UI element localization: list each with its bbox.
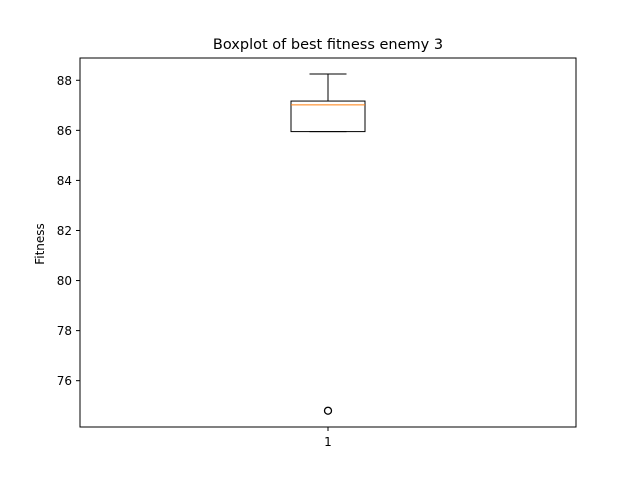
- y-tick-label: 80: [57, 274, 72, 288]
- y-tick-label: 78: [57, 324, 72, 338]
- outlier-point: [323, 406, 333, 415]
- box-iqr: [290, 100, 366, 133]
- y-tick-label: 82: [57, 224, 72, 238]
- y-axis-label: Fitness: [33, 223, 47, 265]
- chart-title: Boxplot of best fitness enemy 3: [213, 37, 443, 53]
- y-tick-label: 76: [57, 374, 72, 388]
- y-tick-label: 88: [57, 74, 72, 88]
- y-tick-label: 86: [57, 124, 72, 138]
- plot-area: 76 78 80 82 84 86 88 1: [57, 73, 366, 449]
- axes-frame: [79, 57, 577, 428]
- y-tick-label: 84: [57, 174, 72, 188]
- x-tick-label: 1: [324, 435, 332, 449]
